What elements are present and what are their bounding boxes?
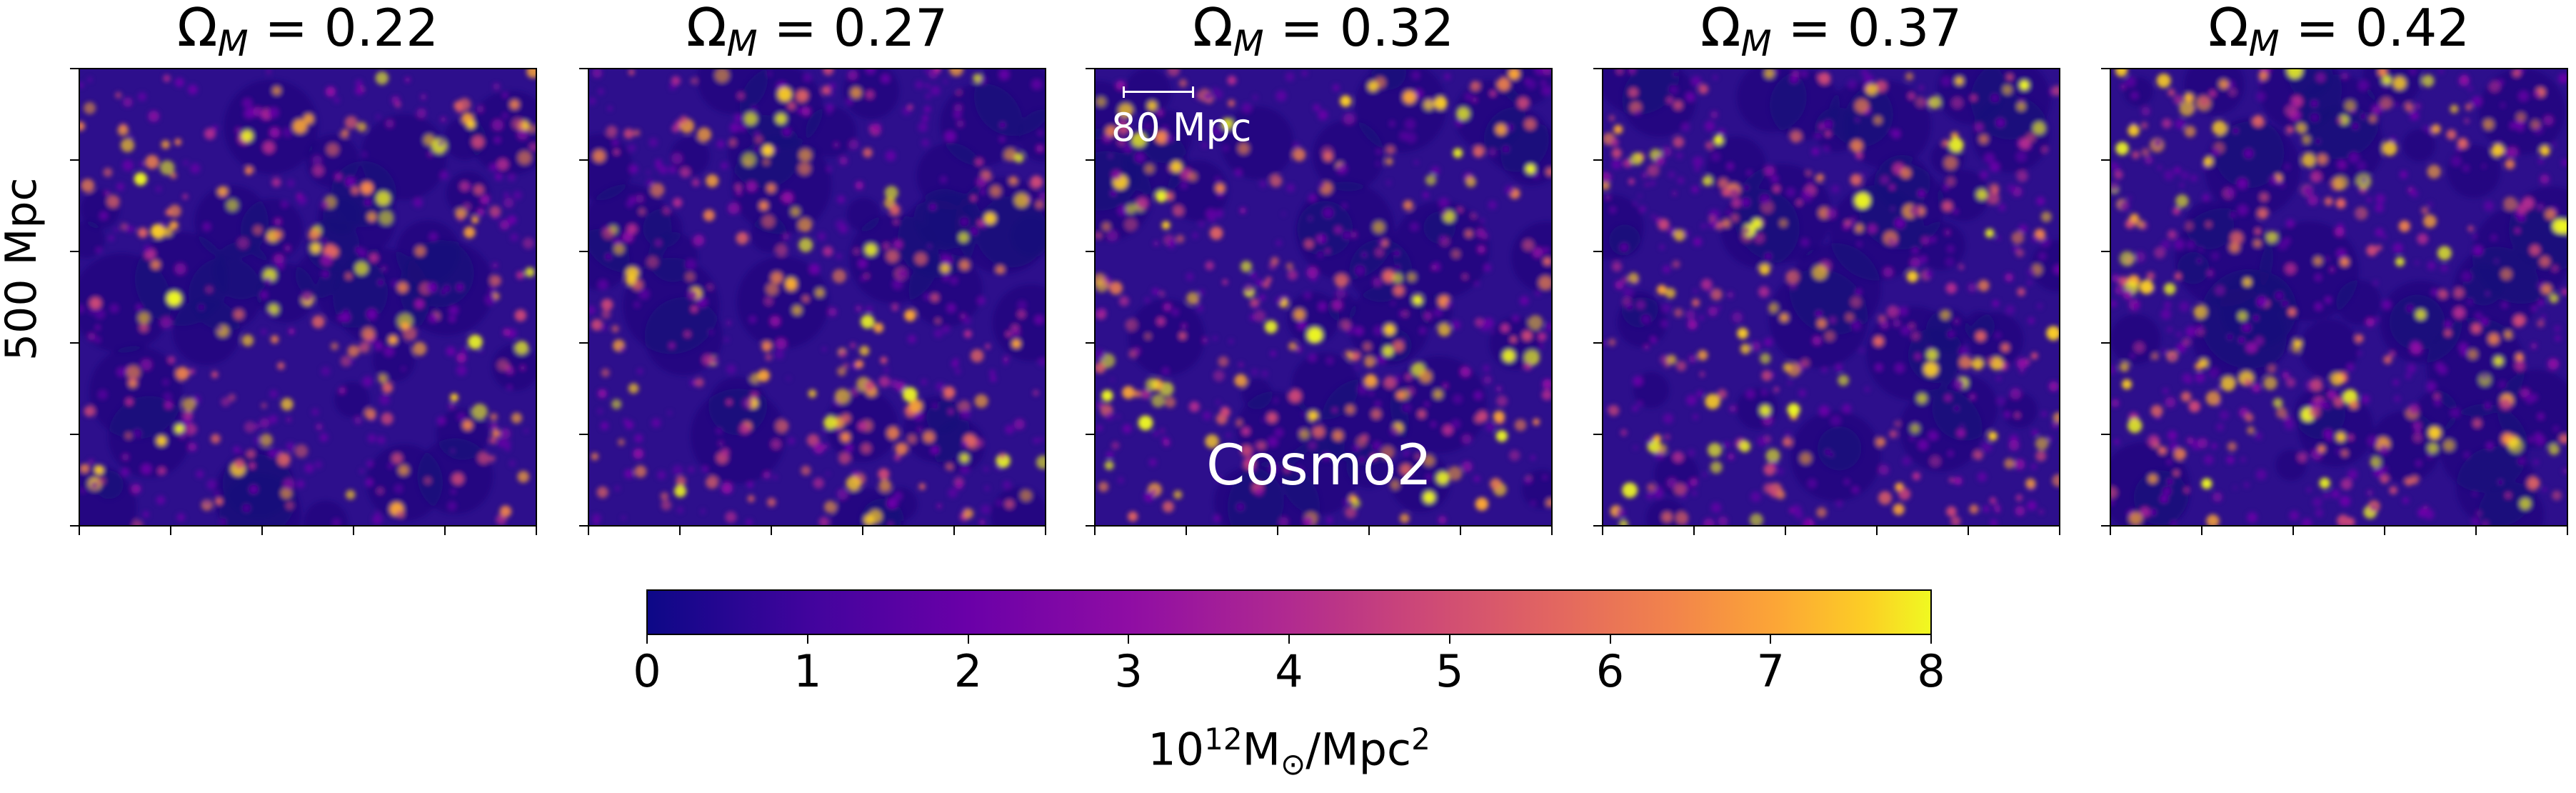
- y-tick: [1593, 434, 1602, 435]
- y-tick: [70, 525, 79, 527]
- x-tick: [1602, 527, 1603, 535]
- y-tick: [1086, 342, 1094, 344]
- y-tick: [1593, 525, 1602, 527]
- x-tick: [588, 527, 589, 535]
- colorbar: [646, 589, 1932, 635]
- x-tick: [2110, 527, 2111, 535]
- y-tick: [1593, 159, 1602, 161]
- y-tick: [579, 342, 588, 344]
- y-tick: [1593, 342, 1602, 344]
- x-tick: [1785, 527, 1786, 535]
- x-tick: [79, 527, 80, 535]
- colorbar-tick: [1930, 635, 1932, 644]
- x-tick: [1460, 527, 1461, 535]
- y-axis-label: 500 Mpc: [0, 177, 46, 361]
- colorbar-tick-label: 4: [1275, 645, 1303, 697]
- y-tick: [1086, 434, 1094, 435]
- y-tick: [1086, 251, 1094, 252]
- colorbar-tick: [1770, 635, 1772, 644]
- x-tick: [353, 527, 354, 535]
- x-tick: [2059, 527, 2060, 535]
- x-tick: [953, 527, 955, 535]
- density-map-panel: [79, 68, 537, 527]
- density-map-panel: [588, 68, 1046, 527]
- y-tick: [70, 251, 79, 252]
- density-field: [80, 69, 536, 525]
- y-tick: [579, 434, 588, 435]
- x-tick: [1186, 527, 1187, 535]
- density-map-panel: [1602, 68, 2060, 527]
- colorbar-tick: [646, 635, 648, 644]
- colorbar-tick-label: 8: [1917, 645, 1945, 697]
- y-tick: [579, 68, 588, 69]
- x-tick: [1876, 527, 1878, 535]
- x-tick: [1277, 527, 1278, 535]
- scale-bar-label: 80 Mpc: [1111, 105, 1252, 150]
- x-tick: [536, 527, 537, 535]
- panel-title: ΩM = 0.42: [2207, 0, 2470, 64]
- y-tick: [579, 159, 588, 161]
- colorbar-tick: [1288, 635, 1290, 644]
- y-tick: [2101, 68, 2110, 69]
- y-tick: [2101, 159, 2110, 161]
- y-tick: [1593, 251, 1602, 252]
- colorbar-tick: [1128, 635, 1130, 644]
- colorbar-tick-label: 5: [1435, 645, 1464, 697]
- colorbar-unit-label: 1012M⊙/Mpc2: [1148, 722, 1430, 782]
- x-tick: [1693, 527, 1695, 535]
- colorbar-tick-label: 2: [953, 645, 983, 697]
- x-tick: [2292, 527, 2294, 535]
- y-tick: [2101, 251, 2110, 252]
- colorbar-tick-label: 0: [633, 645, 661, 697]
- x-tick: [444, 527, 446, 535]
- scale-bar: [1123, 86, 1194, 98]
- x-tick: [1368, 527, 1370, 535]
- x-tick: [1968, 527, 1969, 535]
- x-tick: [261, 527, 263, 535]
- y-tick: [70, 159, 79, 161]
- density-field: [1603, 69, 2059, 525]
- x-tick: [862, 527, 863, 535]
- x-tick: [1045, 527, 1046, 535]
- y-tick: [1593, 68, 1602, 69]
- y-tick: [579, 251, 588, 252]
- y-tick: [2101, 525, 2110, 527]
- y-tick: [2101, 434, 2110, 435]
- y-tick: [70, 434, 79, 435]
- colorbar-tick-label: 6: [1595, 645, 1625, 697]
- panel-title: ΩM = 0.37: [1700, 0, 1963, 64]
- y-tick: [1086, 68, 1094, 69]
- colorbar-tick: [1448, 635, 1450, 644]
- density-field: [1096, 69, 1551, 525]
- density-field: [2111, 69, 2567, 525]
- density-map-panel: [2110, 68, 2568, 527]
- x-tick: [1551, 527, 1553, 535]
- y-tick: [579, 525, 588, 527]
- panel-title: ΩM = 0.22: [176, 0, 439, 64]
- colorbar-tick: [967, 635, 969, 644]
- colorbar-tick: [806, 635, 808, 644]
- x-tick: [2384, 527, 2385, 535]
- x-tick: [771, 527, 772, 535]
- colorbar-tick-label: 1: [793, 645, 822, 697]
- y-tick: [70, 342, 79, 344]
- density-field: [589, 69, 1045, 525]
- x-tick: [1094, 527, 1096, 535]
- y-tick: [1086, 525, 1094, 527]
- y-tick: [70, 68, 79, 69]
- colorbar-tick-label: 3: [1114, 645, 1143, 697]
- colorbar-tick: [1609, 635, 1611, 644]
- y-tick: [2101, 342, 2110, 344]
- panel-title: ΩM = 0.27: [686, 0, 948, 64]
- x-tick: [2567, 527, 2568, 535]
- x-tick: [679, 527, 681, 535]
- cosmology-label: Cosmo2: [1206, 434, 1433, 498]
- panel-title: ΩM = 0.32: [1192, 0, 1455, 64]
- x-tick: [2201, 527, 2202, 535]
- x-tick: [2475, 527, 2477, 535]
- x-tick: [170, 527, 171, 535]
- y-tick: [1086, 159, 1094, 161]
- colorbar-tick-label: 7: [1756, 645, 1785, 697]
- density-map-panel: 80 Mpc Cosmo2: [1094, 68, 1553, 527]
